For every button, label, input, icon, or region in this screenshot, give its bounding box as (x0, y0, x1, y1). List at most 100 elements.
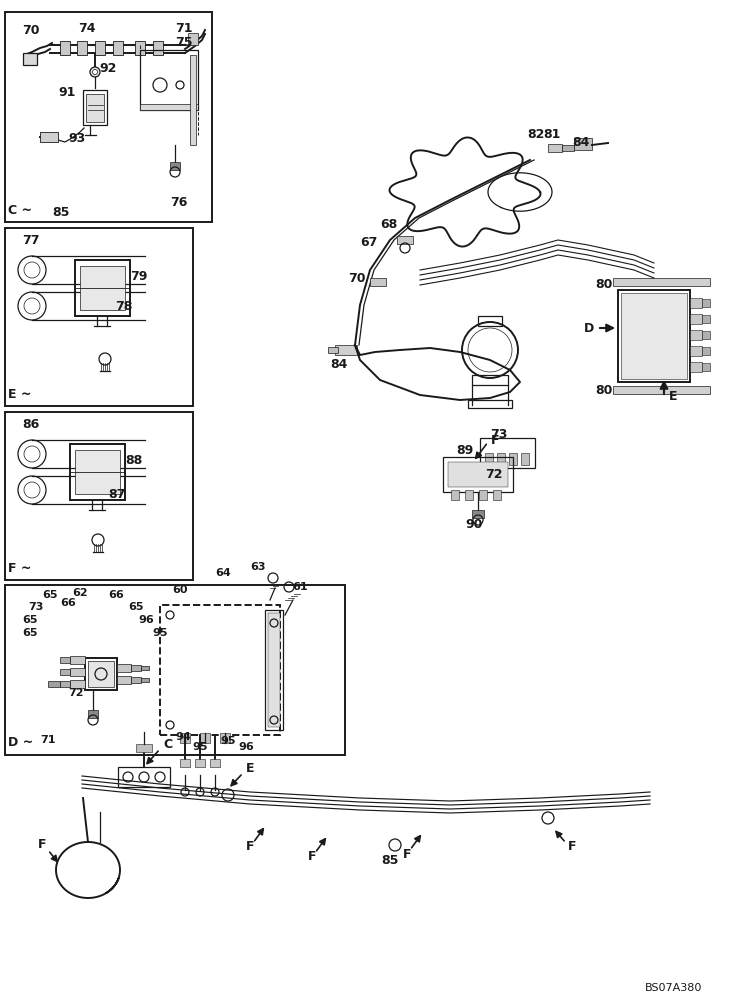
Bar (75, 450, 120, 494)
Bar (188, 33, 198, 45)
Text: 72: 72 (68, 688, 83, 698)
Bar (562, 145, 574, 151)
Bar (268, 613, 280, 727)
Text: 92: 92 (99, 62, 116, 75)
Text: 95: 95 (220, 736, 236, 746)
Text: 75: 75 (175, 35, 193, 48)
Bar (574, 138, 592, 150)
Text: 90: 90 (465, 518, 482, 530)
Bar (5, 228, 193, 406)
Bar (493, 490, 501, 500)
Bar (465, 490, 473, 500)
Bar (190, 55, 196, 145)
Text: F: F (491, 434, 499, 446)
Bar (468, 400, 512, 408)
Text: 61: 61 (292, 582, 307, 592)
Bar (472, 375, 508, 385)
Bar (195, 759, 205, 767)
Text: 65: 65 (128, 602, 144, 612)
Text: 60: 60 (172, 585, 187, 595)
Text: F: F (568, 840, 577, 852)
Text: 85: 85 (52, 206, 69, 219)
Bar (77, 41, 87, 55)
Bar (5, 585, 345, 755)
Bar (70, 668, 85, 676)
Bar (60, 657, 70, 663)
Text: 74: 74 (78, 21, 95, 34)
Bar (153, 41, 163, 55)
Text: F: F (403, 848, 411, 860)
Bar (472, 510, 484, 518)
Bar (70, 680, 85, 688)
Bar (485, 453, 493, 465)
Text: 91: 91 (58, 86, 75, 99)
Bar (70, 656, 85, 664)
Text: 86: 86 (22, 418, 39, 430)
Bar (88, 661, 114, 687)
Text: 89: 89 (456, 444, 473, 456)
Text: E: E (246, 762, 254, 776)
Text: 73: 73 (490, 428, 507, 442)
Bar (60, 669, 70, 675)
Bar (521, 453, 529, 465)
Text: 81: 81 (543, 127, 560, 140)
Text: 63: 63 (250, 562, 266, 572)
Text: 66: 66 (108, 590, 124, 600)
Bar (141, 666, 149, 670)
Bar (478, 316, 502, 326)
Circle shape (92, 70, 97, 75)
Text: 70: 70 (22, 23, 39, 36)
Text: 94: 94 (175, 732, 190, 742)
Bar (80, 266, 125, 310)
Text: 85: 85 (382, 854, 399, 866)
Text: 93: 93 (68, 131, 86, 144)
Bar (397, 236, 413, 244)
Bar (117, 664, 131, 672)
Text: 84: 84 (330, 358, 347, 370)
Bar (690, 362, 702, 372)
Bar (180, 759, 190, 767)
Bar (210, 759, 220, 767)
Bar (443, 457, 513, 492)
Bar (118, 767, 170, 787)
Bar (117, 676, 131, 684)
Bar (83, 90, 107, 125)
Bar (690, 346, 702, 356)
Bar (497, 453, 505, 465)
Bar (548, 144, 562, 152)
Text: 80: 80 (595, 278, 612, 292)
Text: 84: 84 (572, 135, 589, 148)
Bar (621, 293, 687, 379)
Text: F: F (308, 850, 316, 863)
Text: 65: 65 (22, 615, 37, 625)
Bar (135, 41, 145, 55)
Text: 77: 77 (22, 233, 39, 246)
Text: 79: 79 (130, 269, 147, 282)
Bar (335, 345, 357, 355)
Bar (85, 658, 117, 690)
Text: C: C (163, 738, 172, 752)
Circle shape (90, 67, 100, 77)
Bar (140, 50, 198, 110)
Text: 82: 82 (527, 127, 545, 140)
Bar (95, 41, 105, 55)
Bar (23, 53, 37, 65)
Text: 73: 73 (28, 602, 43, 612)
Text: D ~: D ~ (8, 736, 33, 750)
Bar (702, 363, 710, 371)
Bar (75, 260, 130, 316)
Text: D: D (584, 322, 594, 334)
Bar (451, 490, 459, 500)
Bar (479, 490, 487, 500)
Text: 80: 80 (595, 383, 612, 396)
Text: F ~: F ~ (8, 562, 31, 574)
Text: 67: 67 (360, 235, 377, 248)
Text: 66: 66 (60, 598, 76, 608)
Text: 87: 87 (108, 488, 126, 500)
Text: F: F (38, 838, 46, 852)
Bar (48, 681, 60, 687)
Bar (702, 347, 710, 355)
Text: F: F (246, 840, 254, 854)
Text: 64: 64 (215, 568, 231, 578)
Text: 72: 72 (485, 468, 502, 482)
